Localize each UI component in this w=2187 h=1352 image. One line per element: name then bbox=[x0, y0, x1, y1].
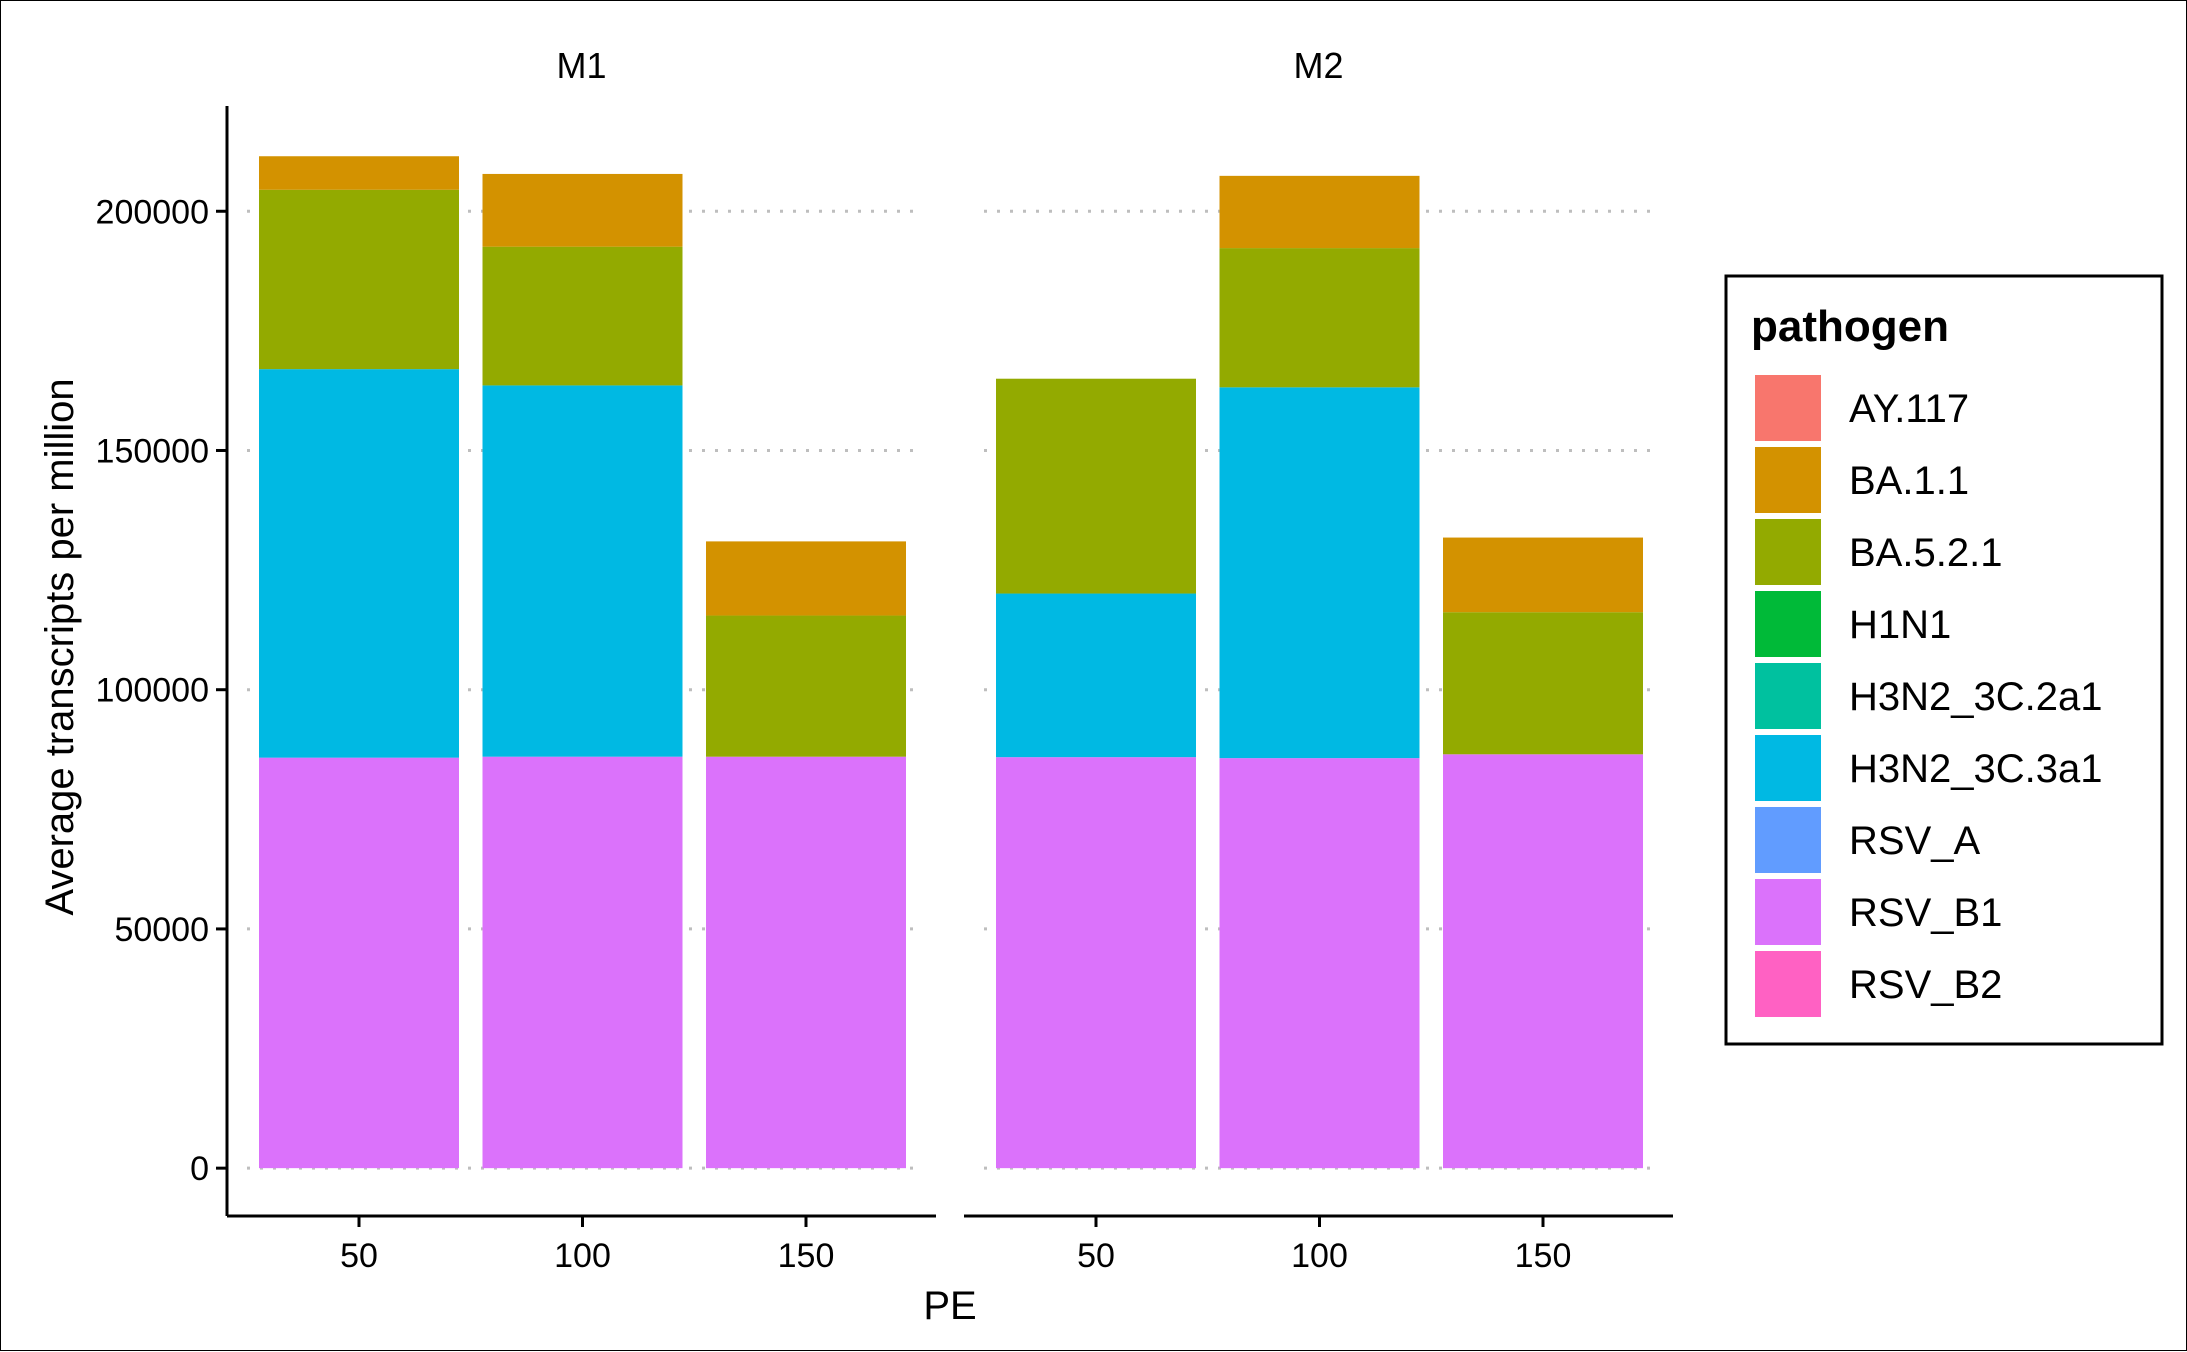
bar-segment bbox=[1219, 175, 1420, 249]
axes: 0 50000 100000 150000 200000 50 100 150 50 100 150 bbox=[96, 106, 1673, 1275]
legend-label: AY.117 bbox=[1849, 387, 1969, 431]
x-tick-label: 150 bbox=[778, 1237, 835, 1275]
bars bbox=[259, 156, 1643, 1169]
bar-segment bbox=[482, 756, 683, 1169]
legend-label: BA.1.1 bbox=[1849, 459, 1969, 503]
bar-segment bbox=[1443, 754, 1643, 1169]
bar-segment bbox=[1443, 612, 1643, 755]
y-tick-label: 50000 bbox=[114, 911, 209, 949]
legend-key bbox=[1755, 519, 1821, 585]
legend-label: BA.5.2.1 bbox=[1849, 531, 2002, 575]
legend: pathogen AY.117 BA.1.1 BA.5.2.1 H1N1 H3N2_3C… bbox=[1724, 274, 2164, 1046]
legend-key bbox=[1755, 663, 1821, 729]
bar-segment bbox=[1219, 758, 1420, 1169]
legend-label: RSV_B1 bbox=[1849, 891, 2002, 935]
bar-segment bbox=[259, 189, 459, 370]
x-tick-label: 100 bbox=[554, 1237, 611, 1275]
bar-segment bbox=[706, 756, 906, 1169]
facet-strips: M1 M2 bbox=[556, 45, 1343, 86]
bar-segment bbox=[259, 156, 459, 190]
y-axis-title: Average transcripts per million bbox=[38, 378, 82, 915]
legend-key bbox=[1755, 951, 1821, 1017]
x-tick-label: 50 bbox=[340, 1237, 378, 1275]
facet-strip-label: M1 bbox=[556, 45, 606, 86]
bar-segment bbox=[259, 369, 459, 758]
legend-label: H3N2_3C.3a1 bbox=[1849, 747, 2103, 791]
y-tick-label: 150000 bbox=[96, 432, 209, 470]
legend-key bbox=[1755, 879, 1821, 945]
y-tick-label: 100000 bbox=[96, 672, 209, 710]
bar-segment bbox=[1219, 248, 1420, 388]
x-tick-label: 100 bbox=[1291, 1237, 1348, 1275]
legend-key bbox=[1755, 375, 1821, 441]
bar-segment bbox=[706, 541, 906, 616]
bar-segment bbox=[259, 757, 459, 1169]
bar-segment bbox=[1219, 387, 1420, 759]
bar-segment bbox=[1443, 537, 1643, 613]
bar-segment bbox=[482, 246, 683, 386]
legend-label: RSV_B2 bbox=[1849, 963, 2002, 1007]
bar-segment bbox=[482, 385, 683, 757]
bar-segment bbox=[996, 593, 1196, 758]
bar-segment bbox=[996, 757, 1196, 1169]
bar-segment bbox=[996, 378, 1196, 594]
y-tick-label: 200000 bbox=[96, 193, 209, 231]
facet-strip-label: M2 bbox=[1293, 45, 1343, 86]
legend-label: H1N1 bbox=[1849, 603, 1951, 647]
legend-key bbox=[1755, 447, 1821, 513]
x-tick-label: 50 bbox=[1077, 1237, 1115, 1275]
legend-label: H3N2_3C.2a1 bbox=[1849, 675, 2103, 719]
x-axis-title: PE bbox=[923, 1284, 976, 1328]
legend-key bbox=[1755, 591, 1821, 657]
legend-label: RSV_A bbox=[1849, 819, 1980, 863]
y-tick-label: 0 bbox=[190, 1150, 209, 1188]
x-tick-label: 150 bbox=[1515, 1237, 1572, 1275]
legend-title: pathogen bbox=[1751, 302, 1949, 351]
legend-key bbox=[1755, 807, 1821, 873]
bar-segment bbox=[706, 615, 906, 757]
legend-items: AY.117 BA.1.1 BA.5.2.1 H1N1 H3N2_3C.2a1 H3N2_… bbox=[1755, 375, 2103, 1017]
bar-segment bbox=[482, 173, 683, 247]
legend-key bbox=[1755, 735, 1821, 801]
